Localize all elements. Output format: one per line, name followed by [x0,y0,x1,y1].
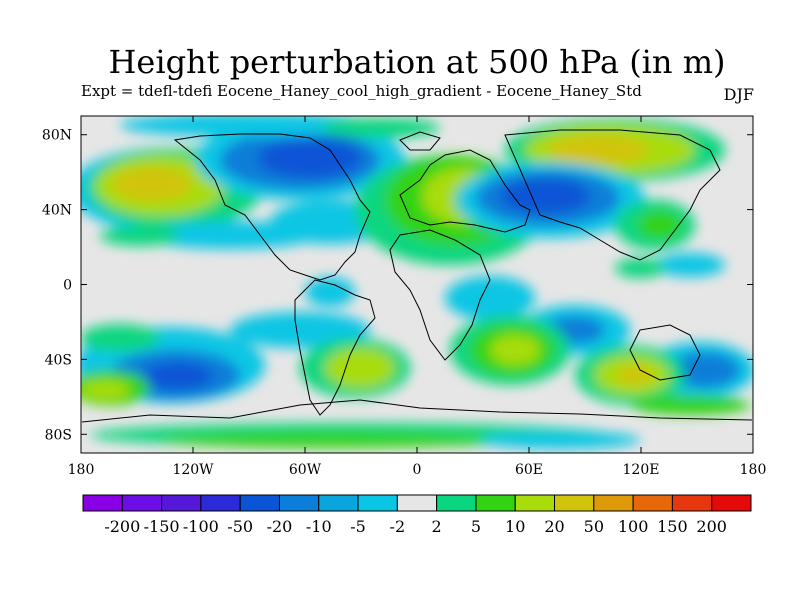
colorbar-label: -150 [144,517,180,536]
colorbar-swatch [161,494,202,512]
x-tick-label: 0 [413,462,422,478]
colorbar-swatch [357,494,398,512]
y-tick-label: 0 [63,278,72,294]
field-blob [305,277,355,307]
colorbar-swatch [200,494,241,512]
colorbar-swatch [671,494,713,512]
field-blob [143,362,213,390]
map-axes: 180 120W 60W 0 60E 120E 180 80N 40N 0 40S 80S [42,116,766,478]
field-blob [81,380,130,400]
x-tick-label: 120E [623,462,660,478]
coastline-europe [399,149,531,233]
colorbar-label: -10 [306,517,332,536]
field-blob [160,432,500,448]
x-tick-label: 180 [740,462,767,478]
field-blob [615,258,665,278]
y-tick-label: 40S [45,352,72,368]
field-blob [480,431,640,449]
colorbar-swatch [632,494,673,512]
field-blob [548,135,648,165]
y-tick-label: 40N [42,203,72,219]
coastline-africa [389,229,491,361]
colorbar-swatch [278,494,320,512]
x-tick-label: 60E [515,462,543,478]
coastline-asia [504,129,721,261]
colorbar-swatch [239,494,280,512]
field-blob [630,395,750,415]
colorbar-label: -50 [227,517,253,536]
plot-title: Height perturbation at 500 hPa (in m) [108,43,726,81]
colorbar-swatch [514,494,556,512]
x-tick-label: 180 [68,462,95,478]
colorbar-label: -2 [390,517,406,536]
colorbar-label: 2 [432,517,442,536]
colorbar-label: 5 [471,517,481,536]
season-label: DJF [723,85,754,104]
experiment-subtitle: Expt = tdefl-tdefi Eocene_Haney_cool_hig… [81,82,642,100]
field-blob [112,167,192,201]
coastline-greenland [399,131,441,151]
coastline-north-america [173,133,371,281]
colorbar-label: -20 [267,517,293,536]
colorbar-label: -5 [350,517,366,536]
colorbar-swatch [318,494,359,512]
field-blob [120,116,380,137]
map-panel: 180 120W 60W 0 60E 120E 180 80N 40N 0 40S 80S [42,115,766,478]
colorbar-label: 200 [696,517,727,536]
field-blob [320,118,440,138]
field-blob [81,324,160,352]
colorbar-swatch [554,494,595,512]
x-tick-label: 60W [289,462,322,478]
field-blob [490,335,540,365]
field-blob [100,226,180,246]
field-blob [258,138,362,178]
y-tick-label: 80S [45,427,72,443]
colorbar-label: -200 [104,517,140,536]
field-blob [655,253,725,277]
colorbar: -200 -150 -100 -50 -20 -10 -5 -2 2 5 10 20 50 100 150 2… [82,494,752,536]
coastline-south-america [294,279,376,416]
coastline-australia [629,324,701,381]
colorbar-label: 100 [618,517,649,536]
x-tick-label: 120W [172,462,214,478]
colorbar-swatch [436,494,477,512]
colorbar-label: 50 [584,517,604,536]
coastlines [81,129,753,423]
colorbar-swatch [475,494,516,512]
field-blob [325,348,395,388]
colorbar-label: -100 [183,517,219,536]
colorbar-swatch [82,494,123,512]
y-tick-label: 80N [42,128,72,144]
coastline-antarctica [81,399,753,423]
colorbar-swatch [593,494,634,512]
colorbar-swatch [121,494,163,512]
field-blob [230,312,370,348]
field-blob [670,352,740,388]
field-blob [638,211,682,239]
field-blob [445,276,535,320]
colorbar-label: 10 [505,517,525,536]
colorbar-label: 20 [544,517,564,536]
field-blob [500,178,590,214]
colorbar-swatch [396,494,438,512]
colorbar-swatch [711,494,752,512]
colorbar-label: 150 [657,517,688,536]
field-blob [617,365,653,385]
anomaly-field [81,116,753,449]
